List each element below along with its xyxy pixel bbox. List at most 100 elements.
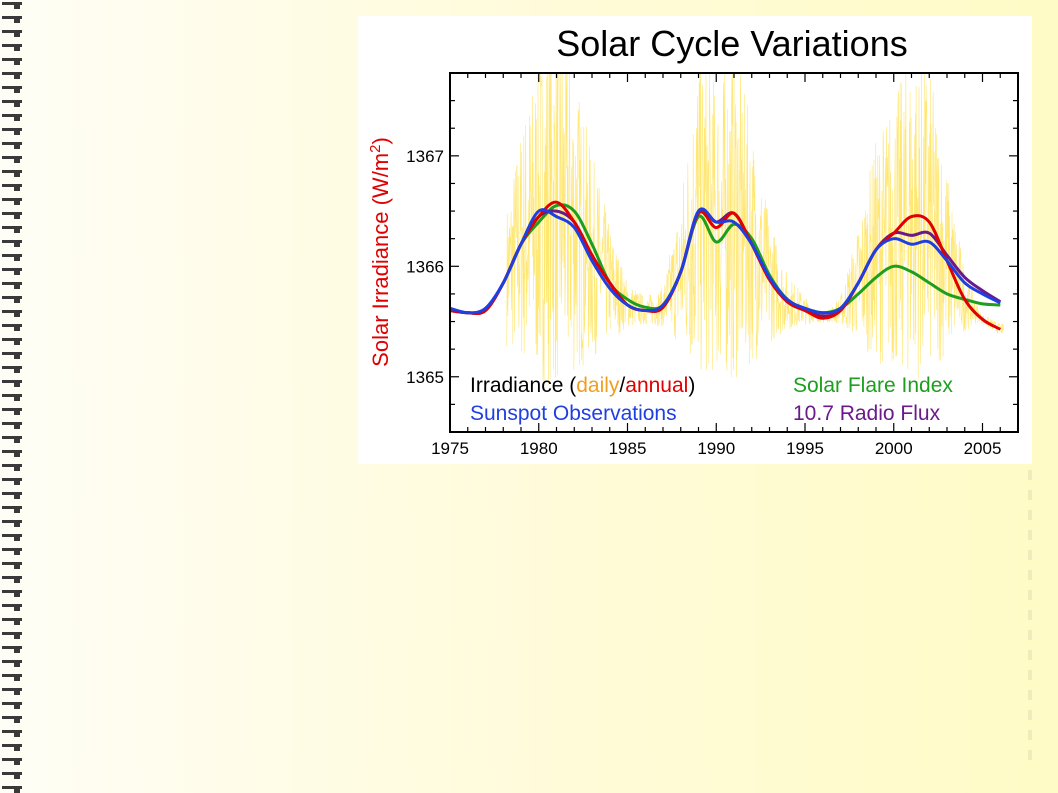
spiral-ring-tail <box>14 173 20 177</box>
spiral-ring <box>2 16 22 19</box>
spiral-ring-tail <box>14 607 20 611</box>
spiral-ring-tail <box>14 565 20 569</box>
spiral-ring-tail <box>14 215 20 219</box>
spiral-ring <box>2 296 22 299</box>
spiral-ring <box>2 422 22 425</box>
y-axis-label-superscript: 2 <box>367 145 384 153</box>
spiral-ring-tail <box>14 89 20 93</box>
spiral-ring-tail <box>14 677 20 681</box>
spiral-ring <box>2 72 22 75</box>
spiral-ring-tail <box>14 509 20 513</box>
spiral-ring-tail <box>14 229 20 233</box>
spiral-ring <box>2 492 22 495</box>
x-tick-label: 2000 <box>875 439 913 458</box>
spiral-ring <box>2 450 22 453</box>
spiral-ring <box>2 618 22 621</box>
spiral-ring-tail <box>14 369 20 373</box>
daily-irradiance-line <box>506 72 1005 386</box>
spiral-ring-tail <box>14 649 20 653</box>
y-tick-label: 1367 <box>406 147 444 166</box>
spiral-ring-tail <box>14 705 20 709</box>
spiral-ring <box>2 394 22 397</box>
spiral-ring-tail <box>14 425 20 429</box>
spiral-ring-tail <box>14 159 20 163</box>
spiral-ring <box>2 170 22 173</box>
spiral-ring <box>2 534 22 537</box>
spiral-ring <box>2 464 22 467</box>
spiral-ring <box>2 310 22 313</box>
spiral-ring-tail <box>14 551 20 555</box>
spiral-ring-tail <box>14 117 20 121</box>
spiral-ring <box>2 702 22 705</box>
spiral-ring-tail <box>14 453 20 457</box>
x-tick-label: 2005 <box>964 439 1002 458</box>
series-lines <box>449 200 1002 331</box>
spiral-ring-tail <box>14 327 20 331</box>
spiral-ring-tail <box>14 621 20 625</box>
spiral-ring <box>2 786 22 789</box>
spiral-ring <box>2 478 22 481</box>
chart-title: Solar Cycle Variations <box>556 23 907 64</box>
spiral-ring-tail <box>14 5 20 9</box>
axis-ticks: 1975 1980 1985 1990 1995 2000 2005 1365 1366 1367 <box>406 72 1019 458</box>
spiral-ring-tail <box>14 61 20 65</box>
spiral-ring <box>2 436 22 439</box>
y-tick-label: 1366 <box>406 257 444 276</box>
spiral-ring-tail <box>14 271 20 275</box>
spiral-ring <box>2 44 22 47</box>
spiral-ring-tail <box>14 481 20 485</box>
spiral-ring-tail <box>14 789 20 793</box>
x-tick-label: 1980 <box>520 439 558 458</box>
annual-irradiance-line <box>449 200 1002 331</box>
spiral-ring-tail <box>14 33 20 37</box>
spiral-ring <box>2 744 22 747</box>
page-edge-stripe <box>1028 470 1032 770</box>
x-tick-label: 1990 <box>697 439 735 458</box>
spiral-ring <box>2 590 22 593</box>
y-axis-label-main: Solar Irradiance (W/m <box>368 153 393 367</box>
spiral-ring-tail <box>14 383 20 387</box>
spiral-ring <box>2 282 22 285</box>
spiral-ring <box>2 576 22 579</box>
legend-annual: annual <box>625 374 688 397</box>
y-axis-label: Solar Irradiance (W/m2) <box>367 137 394 367</box>
legend-irradiance-suffix: ) <box>688 374 695 397</box>
spiral-ring <box>2 128 22 131</box>
chart-panel: Solar Cycle Variations 1975 1980 1985 1990 1… <box>358 16 1032 464</box>
legend-irradiance: Irradiance (daily/annual) <box>470 374 695 397</box>
y-axis-label-close: ) <box>368 137 393 144</box>
spiral-ring <box>2 184 22 187</box>
spiral-ring-tail <box>14 145 20 149</box>
spiral-ring-tail <box>14 761 20 765</box>
spiral-ring <box>2 772 22 775</box>
spiral-ring <box>2 758 22 761</box>
spiral-ring <box>2 366 22 369</box>
spiral-ring-tail <box>14 747 20 751</box>
spiral-ring-tail <box>14 243 20 247</box>
spiral-ring <box>2 520 22 523</box>
spiral-ring-tail <box>14 47 20 51</box>
spiral-ring-tail <box>14 523 20 527</box>
spiral-ring <box>2 730 22 733</box>
spiral-ring-tail <box>14 103 20 107</box>
spiral-ring-tail <box>14 411 20 415</box>
spiral-ring <box>2 660 22 663</box>
spiral-ring-tail <box>14 313 20 317</box>
spiral-ring-tail <box>14 75 20 79</box>
spiral-ring <box>2 86 22 89</box>
sunspot-observations-line <box>449 207 1001 315</box>
solar-flare-index-line <box>449 203 1001 315</box>
spiral-ring-tail <box>14 635 20 639</box>
spiral-ring-tail <box>14 467 20 471</box>
spiral-ring <box>2 548 22 551</box>
spiral-ring <box>2 240 22 243</box>
spiral-ring-tail <box>14 187 20 191</box>
spiral-ring <box>2 2 22 5</box>
spiral-ring <box>2 268 22 271</box>
spiral-ring <box>2 58 22 61</box>
x-tick-label: 1975 <box>431 439 469 458</box>
y-tick-label: 1365 <box>406 368 444 387</box>
spiral-ring-tail <box>14 593 20 597</box>
spiral-ring-tail <box>14 19 20 23</box>
spiral-ring <box>2 114 22 117</box>
